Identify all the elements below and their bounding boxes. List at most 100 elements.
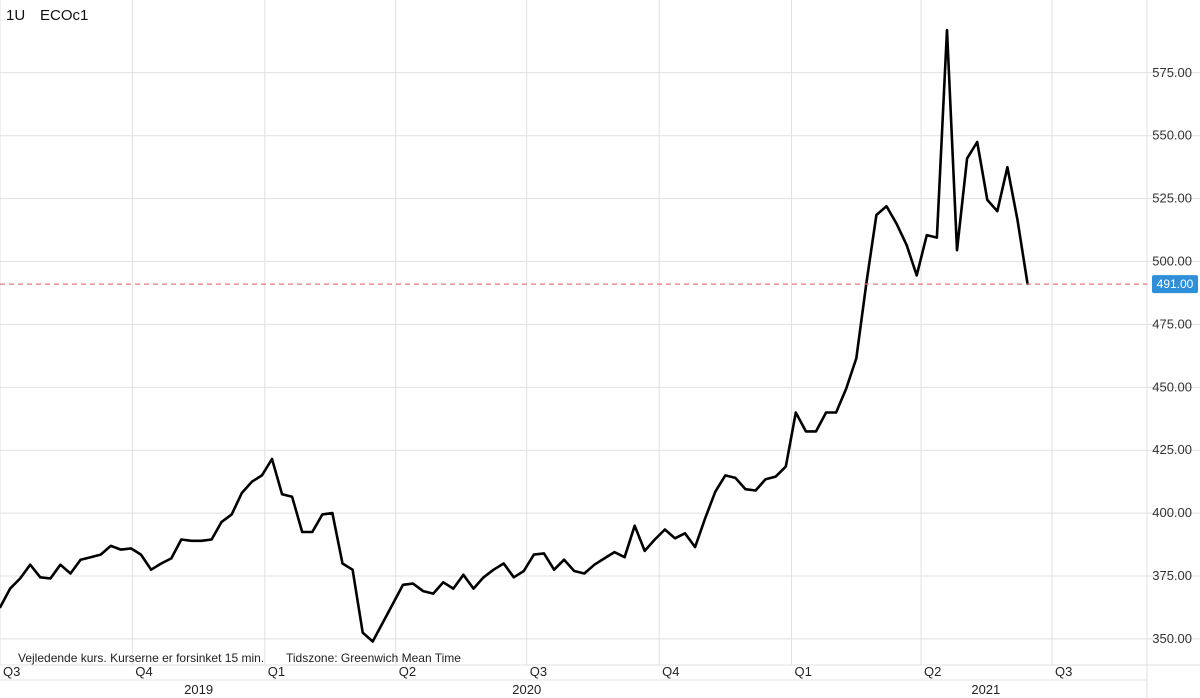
data-point xyxy=(512,576,515,579)
data-point xyxy=(502,562,505,565)
data-point xyxy=(633,524,636,527)
data-point xyxy=(351,568,354,571)
x-tick-label: Q1 xyxy=(795,664,812,679)
data-point xyxy=(412,582,414,585)
data-point xyxy=(331,512,334,515)
data-point xyxy=(653,538,656,541)
year-label: 2020 xyxy=(512,682,541,697)
data-point xyxy=(250,480,253,483)
data-point xyxy=(180,538,183,541)
timezone-note: Tidszone: Greenwich Mean Time xyxy=(286,651,461,665)
data-point xyxy=(301,531,304,533)
data-point xyxy=(784,465,787,468)
data-point xyxy=(442,581,445,584)
delay-disclaimer: Vejledende kurs. Kurserne er forsinket 1… xyxy=(18,651,264,665)
data-point xyxy=(522,570,525,572)
data-point xyxy=(0,606,1,609)
data-point xyxy=(109,544,112,547)
data-point xyxy=(39,576,42,579)
data-point xyxy=(794,411,797,414)
data-point xyxy=(119,548,122,551)
y-tick-label: 425.00 xyxy=(1152,442,1192,457)
data-point xyxy=(603,557,606,560)
data-point xyxy=(130,547,132,550)
data-point xyxy=(553,568,556,571)
data-point xyxy=(1016,219,1019,221)
x-tick-label: Q1 xyxy=(268,664,285,679)
data-point xyxy=(976,141,979,143)
data-point xyxy=(674,537,676,540)
data-point xyxy=(79,558,82,561)
data-point xyxy=(744,488,747,491)
data-point xyxy=(29,563,32,566)
data-point xyxy=(89,556,92,559)
data-point xyxy=(543,552,545,555)
data-point xyxy=(150,568,153,571)
data-point xyxy=(835,411,838,414)
y-tick-label: 500.00 xyxy=(1152,254,1192,269)
y-tick-label: 575.00 xyxy=(1152,65,1192,80)
data-point xyxy=(160,562,163,565)
x-tick-label: Q2 xyxy=(924,664,941,679)
data-point xyxy=(663,528,666,531)
data-point xyxy=(371,640,374,643)
x-tick-label: Q3 xyxy=(530,664,547,679)
data-point xyxy=(492,568,495,571)
y-tick-label: 550.00 xyxy=(1152,128,1192,143)
data-point xyxy=(573,570,576,572)
symbol-label: ECOc1 xyxy=(40,7,88,24)
data-point xyxy=(815,430,817,433)
x-axis: Q3 Q4 Q1 Q2 Q3 Q4 Q1 Q2 Q3 2019 2020 2021 xyxy=(3,664,1072,697)
y-tick-label: 400.00 xyxy=(1152,505,1192,520)
y-tick-label: 525.00 xyxy=(1152,191,1192,206)
x-tick-label: Q3 xyxy=(3,664,20,679)
data-point xyxy=(210,538,213,541)
data-point xyxy=(291,495,294,498)
data-point xyxy=(432,592,435,595)
interval-label[interactable]: 1U xyxy=(6,7,25,24)
data-point xyxy=(734,476,737,479)
data-point xyxy=(875,214,878,216)
data-point xyxy=(281,493,284,496)
data-point xyxy=(532,553,535,556)
data-point xyxy=(482,576,485,579)
y-tick-label: 375.00 xyxy=(1152,568,1192,583)
data-point xyxy=(704,517,707,520)
year-label: 2021 xyxy=(971,682,1000,697)
data-point xyxy=(865,281,868,284)
data-point xyxy=(623,556,626,559)
data-point xyxy=(855,357,858,360)
data-point xyxy=(563,558,566,561)
data-point xyxy=(946,29,948,31)
data-point xyxy=(754,489,757,492)
last-price-label: 491.00 xyxy=(1157,277,1194,291)
data-point xyxy=(935,236,938,239)
data-point xyxy=(956,249,958,252)
data-point xyxy=(170,557,173,560)
data-point xyxy=(462,573,465,576)
data-point xyxy=(714,490,717,493)
data-point xyxy=(684,532,686,535)
data-point xyxy=(1006,166,1009,169)
series-line xyxy=(0,28,1029,643)
y-tick-label: 450.00 xyxy=(1152,379,1192,394)
y-tick-label: 350.00 xyxy=(1152,631,1192,646)
data-point xyxy=(271,458,273,460)
data-point xyxy=(402,583,404,586)
data-point xyxy=(230,513,233,516)
data-point xyxy=(381,621,384,624)
x-tick-label: Q4 xyxy=(135,664,152,679)
data-point xyxy=(986,198,989,201)
data-point xyxy=(422,590,425,593)
data-point xyxy=(804,430,807,433)
data-point xyxy=(69,572,72,575)
data-point xyxy=(593,563,596,566)
data-point xyxy=(391,602,394,605)
data-point xyxy=(240,492,243,494)
data-point xyxy=(59,563,62,566)
data-point xyxy=(583,572,586,575)
data-point xyxy=(19,577,22,580)
x-tick-label: Q2 xyxy=(399,664,416,679)
y-axis: 350.00 375.00 400.00 425.00 450.00 475.00 500.… xyxy=(1152,65,1192,646)
data-point xyxy=(49,577,52,580)
